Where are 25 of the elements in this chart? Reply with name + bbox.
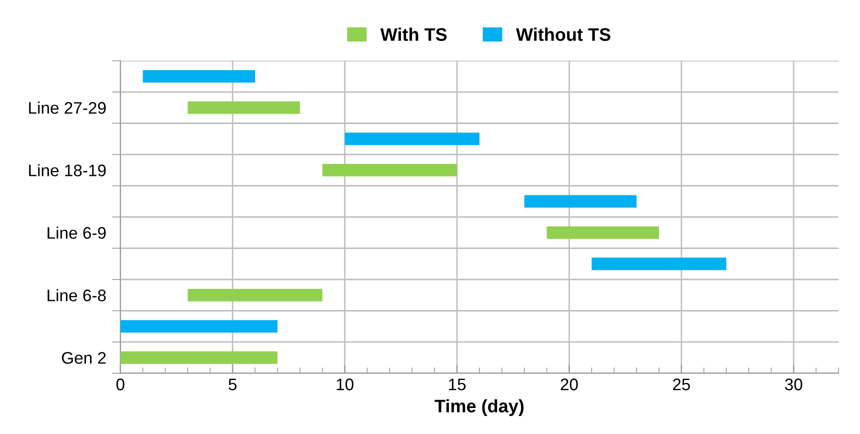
x-tick-label: 30 <box>784 378 802 390</box>
y-tick-label: Gen 2 <box>62 352 106 364</box>
y-tick-label: Line 18-19 <box>29 164 106 176</box>
legend-label: With TS <box>380 28 447 41</box>
bar <box>120 320 278 333</box>
y-tick-label: Line 6-8 <box>48 289 106 302</box>
bar <box>142 70 256 83</box>
x-tick-label: 25 <box>672 378 690 390</box>
x-axis-title: Time (day) <box>434 399 524 416</box>
x-tick-label: 5 <box>228 378 237 390</box>
x-tick-label: 15 <box>449 378 466 390</box>
bar <box>188 101 300 114</box>
bar <box>592 258 726 270</box>
bar <box>188 288 322 302</box>
bar <box>322 164 458 176</box>
bar <box>120 351 278 364</box>
bar <box>344 132 480 146</box>
y-tick-label: Line 27-29 <box>29 102 106 114</box>
y-tick-label: Line 6-9 <box>48 226 106 239</box>
x-tick-label: 20 <box>560 378 578 390</box>
legend-label: Without TS <box>516 28 610 41</box>
x-tick-label: 0 <box>116 378 124 390</box>
bar <box>546 226 659 239</box>
x-tick-label: 10 <box>336 378 354 390</box>
bar <box>524 195 637 208</box>
